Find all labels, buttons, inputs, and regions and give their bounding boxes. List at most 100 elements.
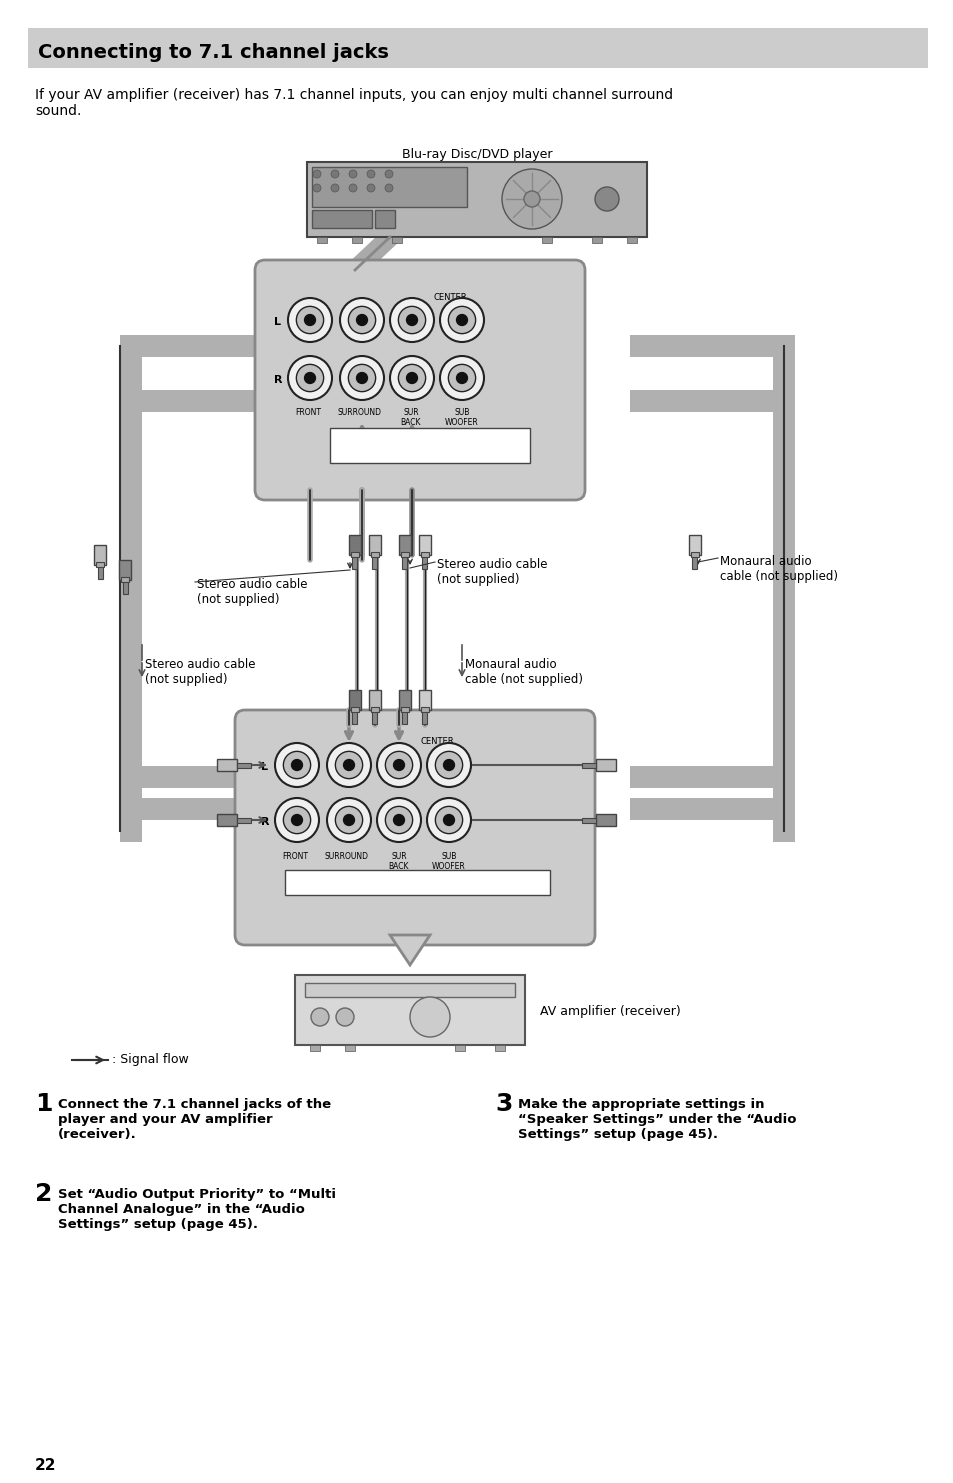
Circle shape <box>398 365 425 392</box>
Text: Blu-ray Disc/DVD player: Blu-ray Disc/DVD player <box>401 148 552 162</box>
Circle shape <box>339 356 384 400</box>
Text: Monaural audio
cable (not supplied): Monaural audio cable (not supplied) <box>464 658 582 687</box>
Bar <box>120 390 274 412</box>
Circle shape <box>342 814 355 826</box>
Circle shape <box>427 743 471 787</box>
Bar <box>352 237 361 243</box>
Bar <box>352 555 357 569</box>
FancyBboxPatch shape <box>234 710 595 945</box>
Circle shape <box>385 807 413 833</box>
Bar <box>418 690 431 710</box>
Text: L: L <box>274 317 281 326</box>
Bar <box>97 564 102 578</box>
Text: 3: 3 <box>495 1091 512 1117</box>
Bar <box>120 798 274 820</box>
Bar <box>626 237 637 243</box>
Bar <box>349 535 360 555</box>
Circle shape <box>390 298 434 343</box>
Text: R: R <box>274 375 282 386</box>
Text: SUR
BACK: SUR BACK <box>400 408 421 427</box>
Text: FRONT: FRONT <box>294 408 320 417</box>
Bar <box>294 974 524 1046</box>
Circle shape <box>595 187 618 211</box>
Bar <box>316 237 327 243</box>
Bar <box>541 237 552 243</box>
Text: Monaural audio
cable (not supplied): Monaural audio cable (not supplied) <box>720 555 837 583</box>
Bar <box>371 707 378 712</box>
Circle shape <box>355 372 368 384</box>
Text: AV amplifier (receiver): AV amplifier (receiver) <box>539 1005 680 1019</box>
Circle shape <box>331 184 338 191</box>
Circle shape <box>335 807 362 833</box>
Bar <box>592 237 601 243</box>
Bar <box>312 211 372 228</box>
Bar <box>369 690 380 710</box>
Bar <box>375 211 395 228</box>
Text: L: L <box>261 762 268 773</box>
Bar <box>285 871 550 896</box>
Text: SURROUND: SURROUND <box>325 853 369 862</box>
Circle shape <box>348 307 375 334</box>
Circle shape <box>448 307 476 334</box>
Bar <box>305 983 515 997</box>
Bar <box>629 798 794 820</box>
Bar <box>349 690 360 710</box>
Polygon shape <box>390 934 430 965</box>
Text: Stereo audio cable
(not supplied): Stereo audio cable (not supplied) <box>436 558 547 586</box>
Bar <box>420 552 429 558</box>
Circle shape <box>349 171 356 178</box>
Text: Stereo audio cable
(not supplied): Stereo audio cable (not supplied) <box>196 578 307 607</box>
Circle shape <box>303 314 315 326</box>
Circle shape <box>327 798 371 842</box>
Circle shape <box>410 997 450 1037</box>
Bar <box>307 162 646 237</box>
Bar <box>371 552 378 558</box>
Text: CENTER: CENTER <box>419 737 454 746</box>
Circle shape <box>283 807 311 833</box>
Bar <box>236 762 251 768</box>
Bar <box>330 429 530 463</box>
Bar <box>772 335 794 842</box>
Bar <box>581 817 596 823</box>
Bar <box>216 814 236 826</box>
Bar <box>120 767 274 787</box>
Circle shape <box>313 184 320 191</box>
Bar <box>369 535 380 555</box>
Circle shape <box>367 171 375 178</box>
Circle shape <box>291 814 303 826</box>
Circle shape <box>331 171 338 178</box>
FancyBboxPatch shape <box>254 260 584 500</box>
Bar <box>402 709 407 724</box>
Text: SURROUND: SURROUND <box>337 408 381 417</box>
Circle shape <box>327 743 371 787</box>
Bar <box>120 335 142 842</box>
Bar <box>400 707 409 712</box>
Circle shape <box>385 184 393 191</box>
Bar <box>120 335 274 357</box>
Bar <box>418 535 431 555</box>
Circle shape <box>405 372 417 384</box>
Text: 22: 22 <box>35 1458 56 1473</box>
Bar <box>96 562 104 567</box>
Text: CENTER: CENTER <box>433 294 466 303</box>
Text: Stereo audio cable
(not supplied): Stereo audio cable (not supplied) <box>145 658 255 687</box>
Bar <box>122 578 128 595</box>
Circle shape <box>355 314 368 326</box>
Circle shape <box>448 365 476 392</box>
Bar <box>690 552 699 558</box>
Circle shape <box>390 356 434 400</box>
Bar <box>629 390 794 412</box>
Text: Connect the 7.1 channel jacks of the
player and your AV amplifier
(receiver).: Connect the 7.1 channel jacks of the pla… <box>58 1097 331 1140</box>
Bar <box>236 817 251 823</box>
Bar <box>351 707 358 712</box>
Bar <box>400 552 409 558</box>
Circle shape <box>523 191 539 208</box>
Bar <box>581 762 596 768</box>
Circle shape <box>393 759 405 771</box>
Circle shape <box>427 798 471 842</box>
Bar <box>312 168 467 208</box>
Bar <box>392 237 401 243</box>
Text: 2: 2 <box>35 1182 52 1206</box>
Text: If your AV amplifier (receiver) has 7.1 channel inputs, you can enjoy multi chan: If your AV amplifier (receiver) has 7.1 … <box>35 87 673 119</box>
Bar <box>422 709 427 724</box>
